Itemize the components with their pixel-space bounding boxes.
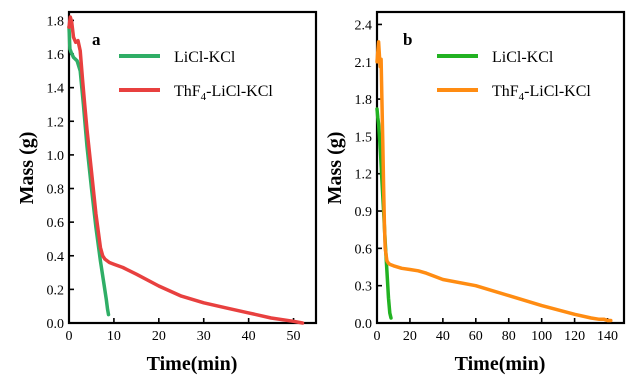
- panel-b-y-tick-label: 0.6: [355, 242, 373, 257]
- panel-a-x-tick-label: 30: [197, 329, 211, 344]
- panel-a-x-axis-label: Time(min): [147, 353, 238, 375]
- panel-a-x-tick-label: 40: [242, 329, 256, 344]
- panel-a-series-line-thf4-licl-kcl: [67, 15, 305, 325]
- panel-a-x-tick-label: 0: [66, 329, 73, 344]
- panel-b-y-tick-label: 0.9: [355, 205, 373, 220]
- panel-b-x-tick-label: 100: [531, 329, 552, 344]
- panel-b-y-tick-label: 0.0: [355, 317, 373, 332]
- panel-b-legend-label-licl-kcl: LiCl-KCl: [492, 49, 554, 66]
- panel-a-x-ticks: 0 10 20 30 40 50: [66, 318, 301, 344]
- panel-b-label: b: [403, 30, 412, 49]
- panel-b-y-tick-label: 1.5: [355, 130, 373, 145]
- panel-b-x-tick-label: 20: [403, 329, 417, 344]
- panel-a-legend-label-thf4: ThF4-LiCl-KCl: [174, 83, 273, 103]
- panel-a-y-tick-label: 1.4: [47, 82, 65, 97]
- panel-b-plot-frame: [375, 10, 626, 325]
- panel-a-y-tick-label: 0.8: [47, 183, 65, 198]
- panel-a-y-tick-label: 0.0: [47, 317, 65, 332]
- panel-b-y-tick-label: 0.3: [355, 280, 373, 295]
- panel-b: 0.0 0.3 0.6 0.9 1.2 1.5 1.8 2.1 2.4 0 20 40 60 80 100…: [324, 10, 626, 375]
- panel-b-y-ticks: 0.0 0.3 0.6 0.9 1.2 1.5 1.8 2.1 2.4: [355, 18, 382, 332]
- panel-b-y-tick-label: 1.8: [355, 93, 373, 108]
- panel-a-y-tick-label: 0.2: [47, 283, 65, 298]
- panel-b-series-line-thf4-licl-kcl: [375, 40, 613, 323]
- panel-a-y-ticks: 0.0 0.2 0.4 0.6 0.8 1.0 1.2 1.4 1.6 1.8: [47, 14, 74, 332]
- panel-b-x-tick-label: 0: [374, 329, 381, 344]
- panel-b-x-tick-label: 140: [597, 329, 618, 344]
- panel-b-y-axis-label: Mass (g): [324, 132, 346, 205]
- panel-a: 0.0 0.2 0.4 0.6 0.8 1.0 1.2 1.4 1.6 1.8 0 10 20 30 40…: [16, 10, 318, 375]
- panel-a-y-tick-label: 1.0: [47, 149, 65, 164]
- panel-b-y-tick-label: 1.2: [355, 168, 373, 183]
- panel-a-plot-frame: [67, 10, 318, 325]
- panel-b-x-tick-label: 40: [436, 329, 450, 344]
- panel-a-y-tick-label: 0.4: [47, 250, 65, 265]
- panel-a-y-tick-label: 0.6: [47, 216, 65, 231]
- panel-a-label: a: [92, 30, 101, 49]
- panel-a-y-tick-label: 1.8: [47, 14, 65, 29]
- panel-b-x-tick-label: 120: [564, 329, 585, 344]
- panel-a-x-tick-label: 20: [152, 329, 166, 344]
- panel-b-x-tick-label: 80: [502, 329, 516, 344]
- panel-b-y-tick-label: 2.1: [355, 56, 373, 71]
- panel-a-series: [67, 15, 305, 325]
- panel-b-y-tick-label: 2.4: [355, 18, 373, 33]
- panel-b-series: [375, 40, 613, 323]
- panel-a-legend-label-licl-kcl: LiCl-KCl: [174, 49, 236, 66]
- panel-b-x-axis-label: Time(min): [455, 353, 546, 375]
- panel-b-legend-label-thf4: ThF4-LiCl-KCl: [492, 83, 591, 103]
- panel-a-y-axis-label: Mass (g): [16, 132, 38, 205]
- panel-a-x-tick-label: 50: [287, 329, 301, 344]
- panel-b-x-ticks: 0 20 40 60 80 100 120 140: [374, 318, 618, 344]
- panel-a-y-tick-label: 1.2: [47, 115, 65, 130]
- panel-a-legend: LiCl-KCl ThF4-LiCl-KCl: [119, 49, 273, 103]
- panel-a-x-tick-label: 10: [107, 329, 121, 344]
- panel-b-legend: LiCl-KCl ThF4-LiCl-KCl: [437, 49, 591, 103]
- panel-a-series-line-licl-kcl: [67, 25, 111, 317]
- panel-b-x-tick-label: 60: [469, 329, 483, 344]
- panel-a-y-tick-label: 1.6: [47, 48, 65, 63]
